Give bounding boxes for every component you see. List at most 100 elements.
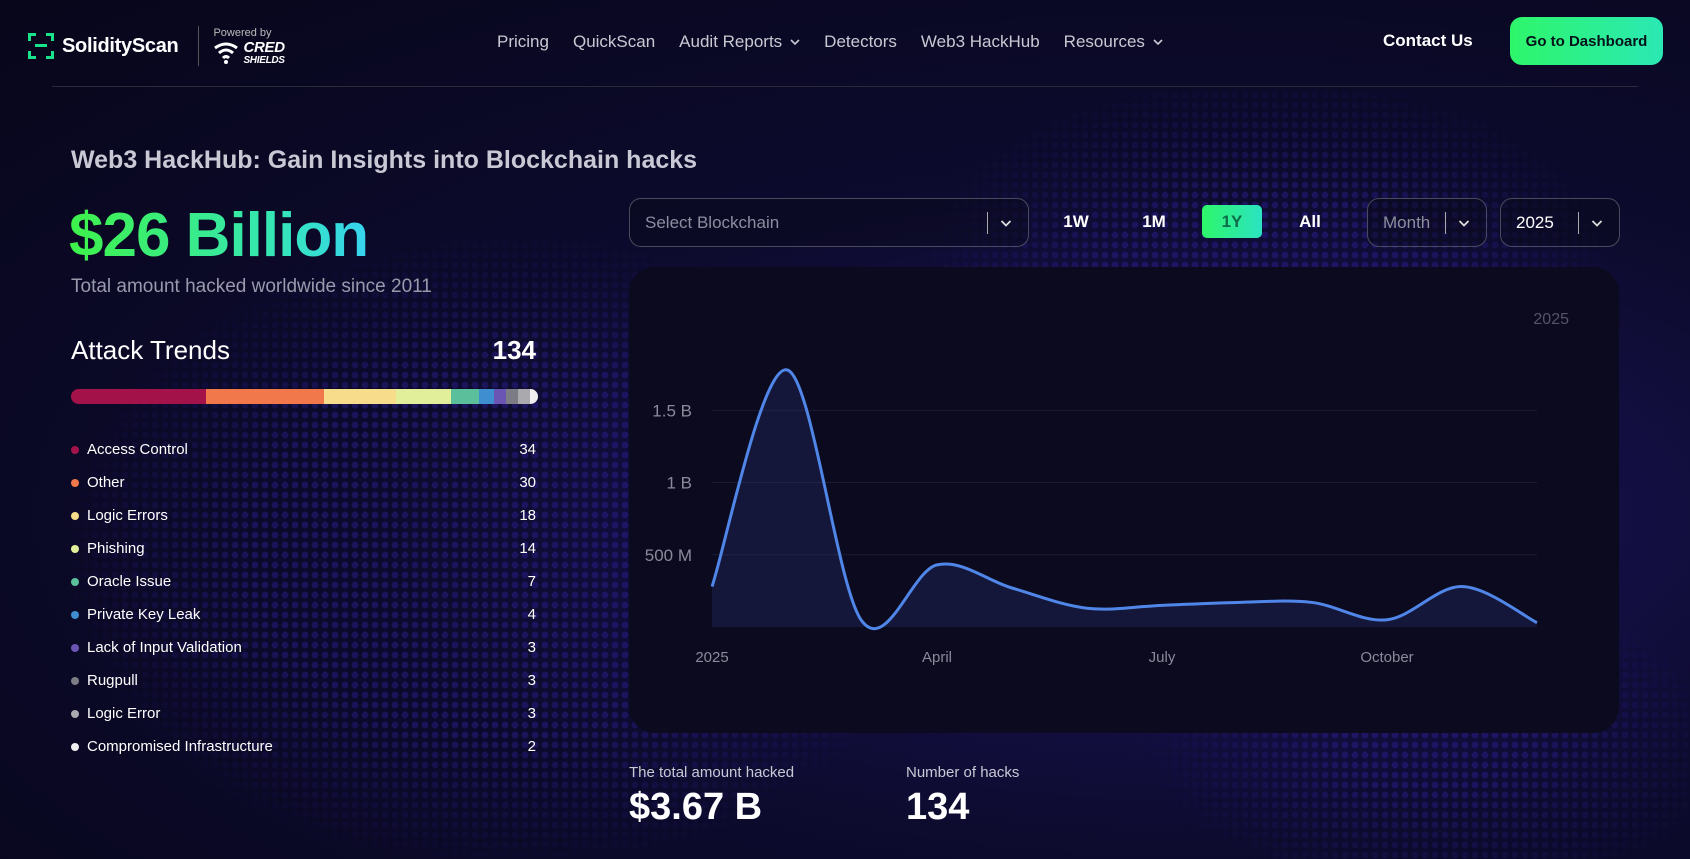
nav-quickscan[interactable]: QuickScan: [573, 32, 655, 52]
legend-dot: [71, 643, 79, 652]
legend-item: Logic Errors 18: [71, 499, 536, 532]
select-divider: [1445, 211, 1446, 234]
y-tick-label: 500 M: [645, 546, 692, 565]
credshields-line1: CRED: [243, 38, 285, 56]
legend-value: 7: [527, 573, 536, 590]
chart-year-label: 2025: [1533, 311, 1569, 328]
legend-dot: [71, 742, 79, 751]
trend-segment: [506, 389, 519, 404]
nav-web3-hackhub[interactable]: Web3 HackHub: [921, 32, 1040, 52]
legend-item: Oracle Issue 7: [71, 565, 536, 598]
go-to-dashboard-button[interactable]: Go to Dashboard: [1510, 17, 1663, 65]
legend-dot: [71, 544, 79, 553]
x-tick-label: July: [1149, 649, 1176, 666]
x-tick-label: 2025: [695, 649, 728, 666]
time-range-tabs: 1W 1M 1Y All: [1046, 205, 1358, 238]
legend-label: Access Control: [87, 441, 188, 458]
range-tab-1m[interactable]: 1M: [1142, 211, 1166, 231]
powered-by-text: Powered by: [213, 26, 272, 39]
legend-label: Logic Errors: [87, 507, 168, 524]
nav-label: Pricing: [497, 32, 549, 51]
trend-segment: [71, 389, 206, 404]
powered-by-block: Powered by CRED SHIELDS: [213, 26, 285, 66]
legend-label: Compromised Infrastructure: [87, 738, 273, 755]
nav-detectors[interactable]: Detectors: [824, 32, 897, 52]
nav-audit-reports[interactable]: Audit Reports: [679, 32, 800, 52]
series-area: [712, 369, 1537, 629]
solidityscan-logo-icon: [28, 33, 54, 59]
y-tick-label: 1.5 B: [652, 401, 692, 420]
legend-dot: [71, 709, 79, 718]
attack-trends-title: Attack Trends: [71, 335, 230, 365]
trend-segment: [205, 389, 325, 404]
chevron-down-icon: [1000, 219, 1012, 227]
period-select-value: Month: [1383, 212, 1431, 232]
legend-item: Private Key Leak 4: [71, 598, 536, 631]
legend-label: Oracle Issue: [87, 573, 172, 590]
legend-item: Compromised Infrastructure 2: [71, 730, 536, 763]
select-divider: [987, 211, 988, 234]
chevron-down-icon: [1591, 219, 1603, 227]
legend-item: Phishing 14: [71, 532, 536, 565]
legend-value: 3: [527, 639, 536, 656]
site-header: SolidityScan Powered by CRED SHIELDS Pri…: [0, 0, 1690, 86]
attack-trends-stacked-bar: [71, 389, 538, 404]
trend-segment: [494, 389, 507, 404]
legend-item: Lack of Input Validation 3: [71, 631, 536, 664]
total-amount-value: $3.67 B: [629, 786, 763, 828]
range-tab-1y[interactable]: 1Y: [1202, 205, 1262, 238]
brand[interactable]: SolidityScan Powered by CRED SHIELDS: [28, 26, 285, 66]
legend-label: Rugpull: [87, 672, 138, 689]
y-tick-label: 1 B: [666, 474, 692, 493]
nav-label: Audit Reports: [679, 32, 783, 51]
legend-dot: [71, 511, 79, 520]
credshields-wifi-icon: [214, 42, 239, 64]
chevron-down-icon: [790, 39, 800, 46]
hacks-area-chart: 500 M 1 B 1.5 B 2025 April July October 2025: [645, 311, 1569, 666]
nav-pricing[interactable]: Pricing: [497, 32, 549, 52]
legend-value: 34: [519, 441, 536, 458]
header-divider: [52, 86, 1638, 87]
total-amount-label: The total amount hacked: [629, 764, 795, 781]
legend-label: Lack of Input Validation: [87, 639, 242, 656]
trend-segment: [478, 389, 495, 404]
brand-name: SolidityScan: [62, 34, 179, 57]
legend-item: Access Control 34: [71, 433, 536, 466]
trend-segment: [518, 389, 531, 404]
period-select[interactable]: Month: [1367, 198, 1487, 247]
nav-label: Web3 HackHub: [920, 32, 1040, 51]
chevron-down-icon: [1458, 219, 1470, 227]
trend-segment: [530, 389, 538, 404]
legend-label: Logic Error: [87, 705, 161, 722]
legend-dot: [71, 610, 79, 619]
legend-value: 2: [527, 738, 536, 755]
nav-label: Resources: [1063, 32, 1145, 51]
attack-trends-legend: Access Control 34 Other 30 Logic Errors 18 Phi…: [71, 433, 536, 763]
year-select[interactable]: 2025: [1500, 198, 1620, 247]
credshields-logo: CRED SHIELDS: [213, 38, 285, 66]
legend-value: 4: [527, 606, 536, 623]
nav-resources[interactable]: Resources: [1064, 32, 1163, 52]
legend-label: Phishing: [87, 540, 145, 557]
blockchain-select[interactable]: Select Blockchain: [629, 198, 1029, 247]
chevron-down-icon: [1153, 39, 1163, 46]
total-hacked-amount: $26 Billion: [69, 201, 369, 270]
legend-item: Other 30: [71, 466, 536, 499]
year-select-value: 2025: [1516, 212, 1554, 232]
hack-count-label: Number of hacks: [906, 764, 1020, 781]
range-tab-all[interactable]: All: [1299, 211, 1321, 231]
legend-value: 3: [527, 705, 536, 722]
brand-divider: [198, 26, 200, 66]
legend-dot: [71, 445, 79, 454]
legend-value: 30: [519, 474, 536, 491]
legend-label: Private Key Leak: [87, 606, 201, 623]
contact-us-link[interactable]: Contact Us: [1383, 31, 1473, 50]
trend-segment: [324, 389, 396, 404]
hacks-chart-card: 500 M 1 B 1.5 B 2025 April July October 2025: [629, 267, 1619, 733]
nav-label: QuickScan: [572, 32, 656, 51]
range-tab-1w[interactable]: 1W: [1063, 211, 1089, 231]
x-tick-label: October: [1360, 649, 1413, 666]
legend-item: Rugpull 3: [71, 664, 536, 697]
trend-segment: [395, 389, 451, 404]
nav-label: Detectors: [824, 32, 897, 51]
